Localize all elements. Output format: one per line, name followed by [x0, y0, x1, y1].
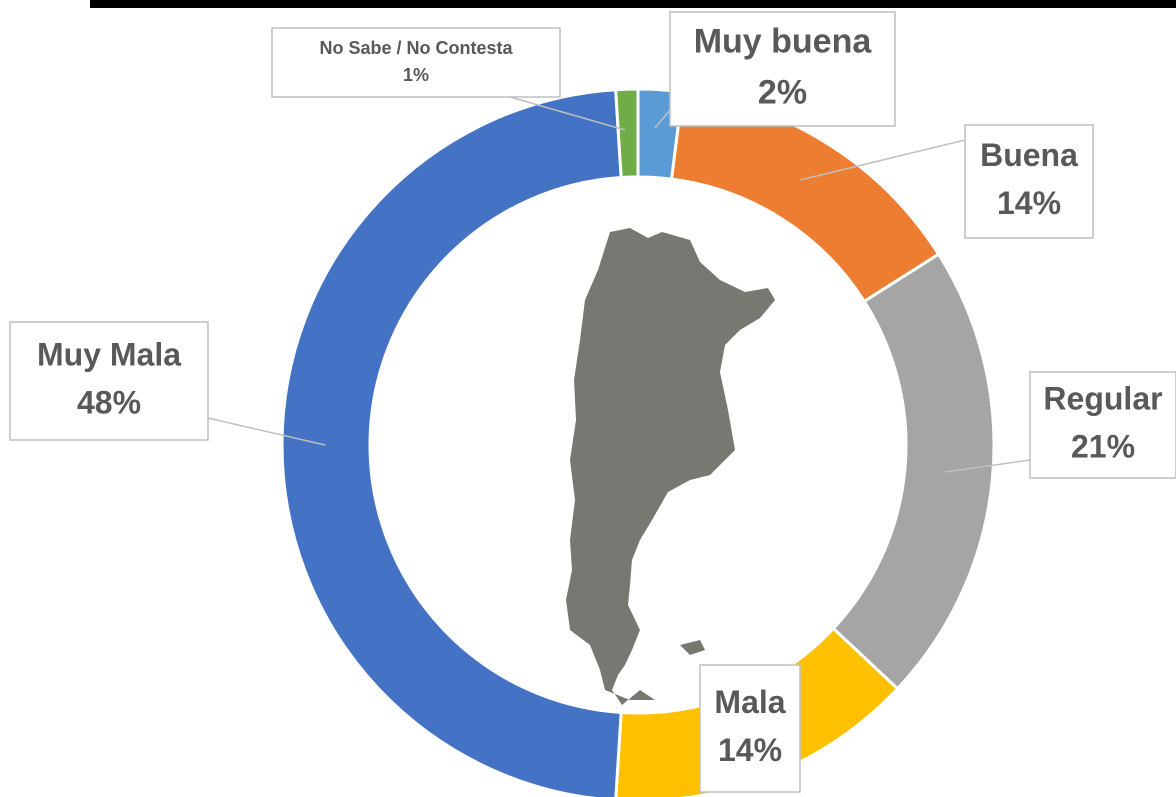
category-label: Muy buena [694, 22, 873, 60]
value-label: 1% [403, 65, 429, 85]
leader-line [654, 109, 671, 129]
category-label: Regular [1043, 380, 1162, 416]
leader-line [944, 459, 1031, 473]
value-label: 48% [77, 384, 141, 420]
label-box [964, 124, 1094, 239]
value-label: 21% [1071, 428, 1135, 464]
label-box [1029, 371, 1176, 479]
leader-line [799, 139, 966, 181]
category-label: Mala [714, 684, 785, 720]
donut-slice [614, 87, 640, 180]
leader-line [509, 96, 626, 131]
donut-slice [831, 252, 996, 691]
category-label: Buena [980, 137, 1078, 173]
category-label: No Sabe / No Contesta [319, 38, 513, 58]
top-bar [90, 0, 1176, 8]
donut [280, 87, 996, 797]
map-silhouette [566, 228, 775, 705]
leader-line [207, 417, 326, 446]
value-label: 2% [758, 73, 807, 111]
label-box [699, 664, 801, 793]
value-label: 14% [997, 185, 1061, 221]
value-label: 14% [718, 732, 782, 768]
donut-slice [280, 88, 623, 797]
label-box [9, 321, 209, 441]
label-box [271, 27, 561, 98]
label-box [669, 11, 896, 127]
category-label: Muy Mala [37, 336, 181, 372]
